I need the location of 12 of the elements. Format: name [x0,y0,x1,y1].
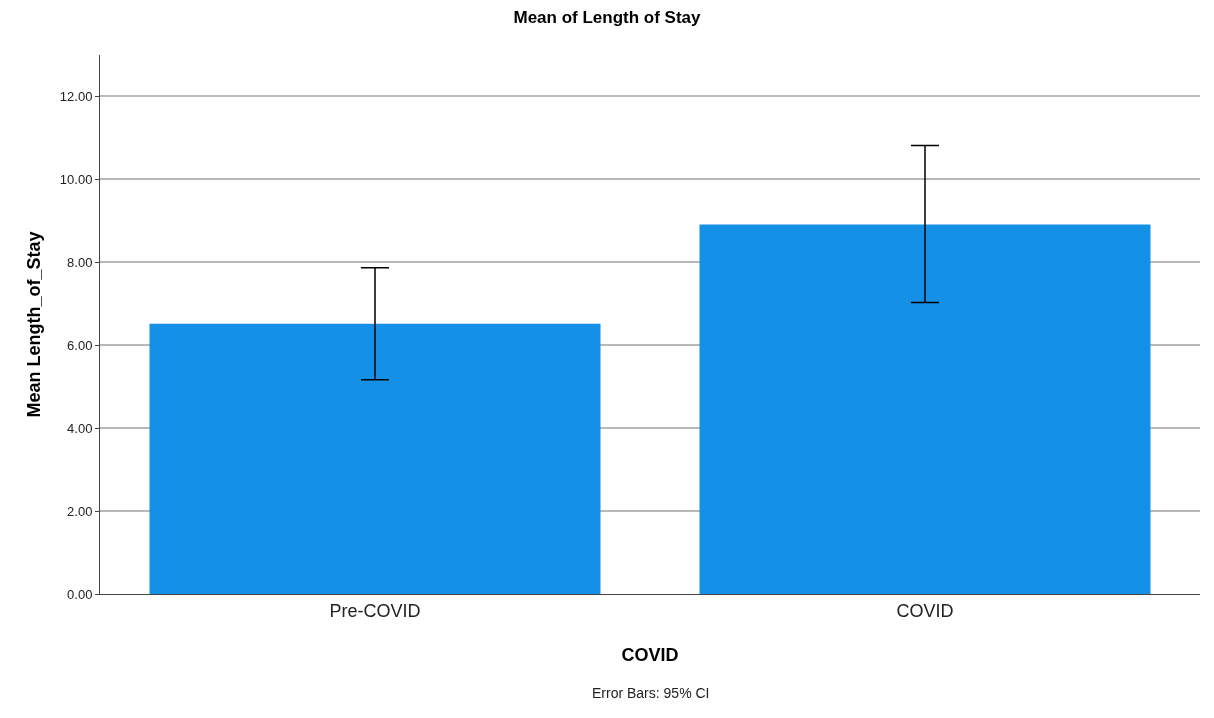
y-tick-label: 8.00 [67,254,93,270]
x-axis-title: COVID [621,644,679,665]
y-tick-label: 12.00 [59,89,93,105]
chart-title: Mean of Length of Stay [513,7,702,27]
y-tick-label: 6.00 [67,337,93,353]
text: Error Bars: 95% CI [592,685,710,701]
y-tick-label: 10.00 [59,171,93,187]
y-tick-label: 4.00 [67,420,93,436]
y-tick-label: 2.00 [67,503,93,519]
x-tick-label: Pre-COVID [329,600,421,621]
y-axis-title: Mean Length_of_Stay [24,231,45,418]
y-tick-label: 0.00 [67,586,93,602]
